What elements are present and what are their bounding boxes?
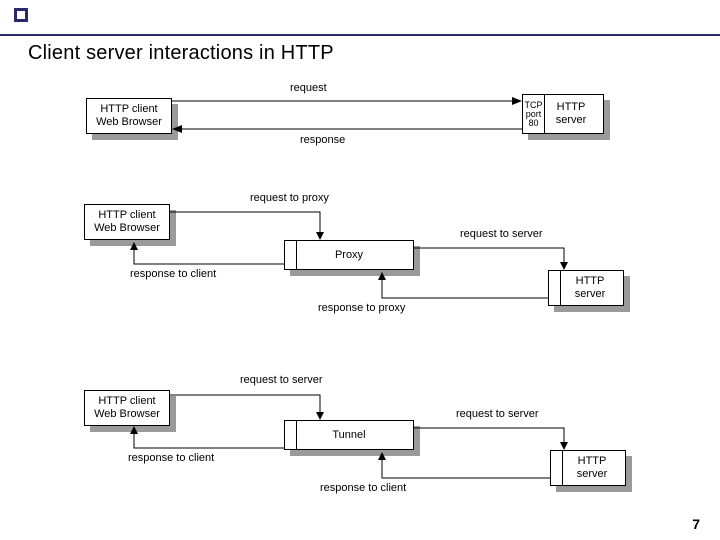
d1-server-box: TCP port 80 HTTP server xyxy=(522,94,604,134)
d3-server-label: HTTP server xyxy=(577,455,608,480)
d3-resp-bot-label: response to client xyxy=(320,482,406,494)
d2-req-server-label: request to server xyxy=(460,228,543,240)
d1-server-label: HTTP server xyxy=(556,101,587,126)
d2-resp-client-label: response to client xyxy=(130,268,216,280)
d3-resp-left-label: response to client xyxy=(128,452,214,464)
d3-req-right-arrow-icon xyxy=(414,422,584,456)
d1-client-l2: Web Browser xyxy=(96,116,162,129)
d2-req-proxy-arrow-icon xyxy=(170,205,350,245)
page-title: Client server interactions in HTTP xyxy=(28,42,334,65)
d3-req-right-label: request to server xyxy=(456,408,539,420)
d3-client-l1: HTTP client xyxy=(98,395,155,408)
d1-response-arrow-icon xyxy=(172,124,522,134)
d2-resp-proxy-label: response to proxy xyxy=(318,302,405,314)
d1-client-l1: HTTP client xyxy=(100,103,157,116)
d2-req-server-arrow-icon xyxy=(414,242,584,276)
d1-port-l3: 80 xyxy=(528,119,538,128)
header-bar xyxy=(0,0,720,36)
d1-client-box: HTTP client Web Browser xyxy=(86,98,172,134)
d1-request-label: request xyxy=(290,82,327,94)
page-number: 7 xyxy=(692,516,700,532)
d3-req-left-arrow-icon xyxy=(170,388,350,426)
d3-client-l2: Web Browser xyxy=(94,408,160,421)
d2-client-l2: Web Browser xyxy=(94,222,160,235)
d3-req-top-label: request to server xyxy=(240,374,323,386)
d2-client-l1: HTTP client xyxy=(98,209,155,222)
d2-server-label: HTTP server xyxy=(575,275,606,300)
d3-tunnel-label: Tunnel xyxy=(332,429,365,442)
d1-request-arrow-icon xyxy=(172,96,522,106)
d1-response-label: response xyxy=(300,134,345,146)
d2-req-proxy-label: request to proxy xyxy=(250,192,329,204)
d2-client-box: HTTP client Web Browser xyxy=(84,204,170,240)
d2-proxy-label: Proxy xyxy=(335,249,363,262)
header-bullet-icon xyxy=(14,8,28,22)
d1-port: TCP port 80 xyxy=(523,95,545,133)
d3-client-box: HTTP client Web Browser xyxy=(84,390,170,426)
